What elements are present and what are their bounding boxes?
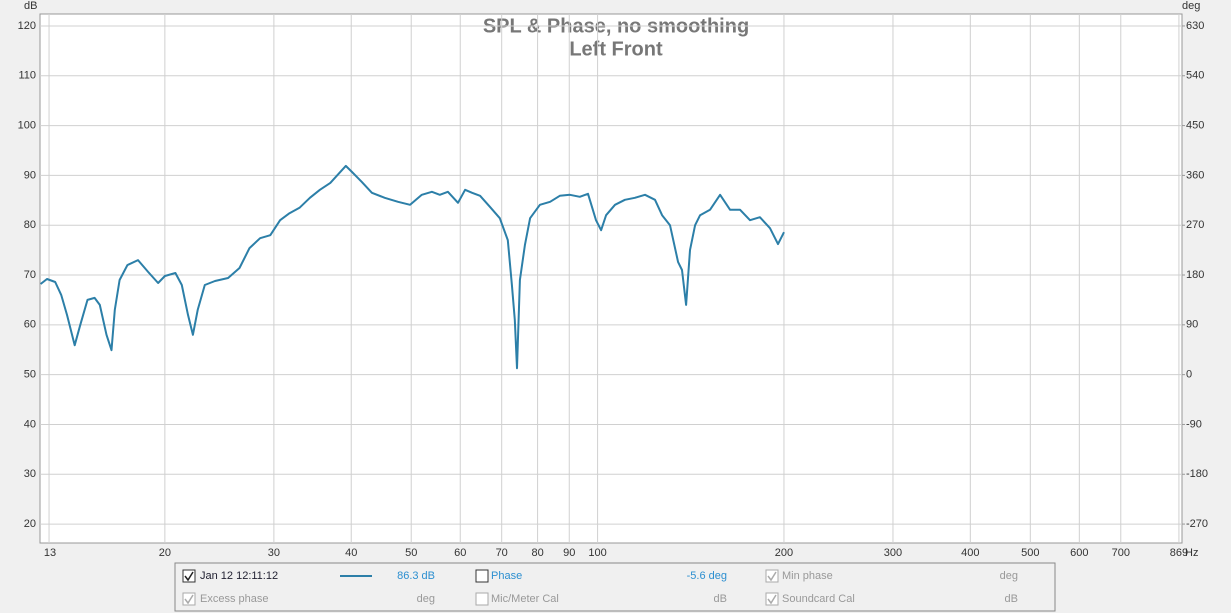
y2-tick-label: 630 <box>1186 20 1204 32</box>
legend-panel <box>174 562 1056 612</box>
x-tick-label: 70 <box>496 547 508 559</box>
legend-label: Jan 12 12:11:12 <box>200 570 278 582</box>
checkmark <box>184 571 194 582</box>
x-tick-label: 500 <box>1021 547 1039 559</box>
y-tick-label: 90 <box>24 169 36 181</box>
y-tick-label: 110 <box>18 70 36 82</box>
y2-tick-label: -90 <box>1186 418 1202 430</box>
legend-readout: deg <box>1000 570 1018 582</box>
x-tick-label: 50 <box>405 547 417 559</box>
y2-tick-label: 180 <box>1186 269 1204 281</box>
x-tick-label: 60 <box>454 547 466 559</box>
x-tick-label: 40 <box>345 547 357 559</box>
y-tick-label: 50 <box>24 369 36 381</box>
y-tick-label: 80 <box>24 219 36 231</box>
legend-label: Excess phase <box>200 593 268 605</box>
y-tick-label: 120 <box>18 20 36 32</box>
spl-line <box>39 164 785 370</box>
x-tick-label: 100 <box>588 547 606 559</box>
y2-tick-label: 450 <box>1186 119 1204 131</box>
legend-readout: dB <box>714 593 727 605</box>
checkbox <box>765 592 779 606</box>
x-tick-label: 400 <box>961 547 979 559</box>
x-tick-label: 13 <box>44 547 56 559</box>
y2-tick-label: -270 <box>1186 518 1208 530</box>
y2-tick-label: 90 <box>1186 319 1198 331</box>
checkbox <box>765 569 779 583</box>
x-axis-label: Hz <box>1185 547 1198 559</box>
y-tick-label: 40 <box>24 418 36 430</box>
chart-subtitle: Left Front <box>569 38 663 60</box>
x-tick-label: 300 <box>884 547 902 559</box>
y2-tick-label: 360 <box>1186 169 1204 181</box>
x-tick-label: 600 <box>1070 547 1088 559</box>
x-tick-label: 20 <box>159 547 171 559</box>
checkmark <box>767 571 777 582</box>
checkbox[interactable] <box>475 569 489 583</box>
checkmark <box>767 594 777 605</box>
legend-label: Mic/Meter Cal <box>491 593 559 605</box>
y-axis-label: dB <box>24 0 37 12</box>
y2-tick-label: 0 <box>1186 369 1192 381</box>
legend-readout: -5.6 deg <box>687 570 727 582</box>
x-tick-label: 200 <box>775 547 793 559</box>
y-tick-label: 100 <box>18 119 36 131</box>
plot-area <box>39 13 1183 544</box>
x-tick-label: 700 <box>1112 547 1130 559</box>
plot-layer <box>39 14 1182 543</box>
legend-readout: 86.3 dB <box>397 570 435 582</box>
y2-tick-label: -180 <box>1186 468 1208 480</box>
x-tick-label: 80 <box>531 547 543 559</box>
y-tick-label: 30 <box>24 468 36 480</box>
x-tick-label: 90 <box>563 547 575 559</box>
legend-label: Soundcard Cal <box>782 593 855 605</box>
x-tick-label: 869 <box>1170 547 1188 559</box>
y-tick-label: 60 <box>24 319 36 331</box>
checkbox <box>182 592 196 606</box>
checkmark <box>184 594 194 605</box>
y2-axis-label: deg <box>1182 0 1200 12</box>
legend-readout: deg <box>417 593 435 605</box>
legend-label: Min phase <box>782 570 833 582</box>
checkbox <box>475 592 489 606</box>
y2-tick-label: 270 <box>1186 219 1204 231</box>
y-tick-label: 20 <box>24 518 36 530</box>
legend-label: Phase <box>491 570 522 582</box>
checkbox[interactable] <box>182 569 196 583</box>
x-tick-label: 30 <box>268 547 280 559</box>
y-tick-label: 70 <box>24 269 36 281</box>
legend-readout: dB <box>1005 593 1018 605</box>
y2-tick-label: 540 <box>1186 70 1204 82</box>
